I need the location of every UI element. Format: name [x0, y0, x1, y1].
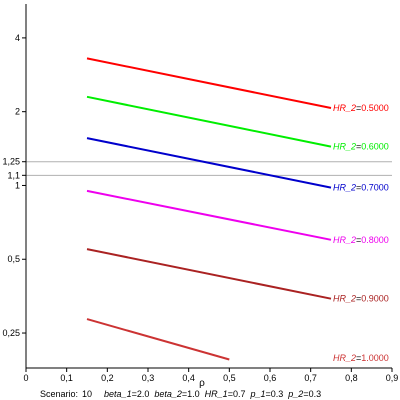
series-line [86, 95, 332, 148]
y-tick-label: 0,5 [7, 254, 20, 264]
caption-param-equals: = [132, 389, 137, 399]
series-label-equals: = [356, 142, 361, 152]
series-label: HR_2=1.0000 [333, 353, 389, 363]
series-label-name: HR_2 [333, 142, 356, 152]
y-ticks: 0,25 0,5 11,1 1,25 2 4 [2, 33, 26, 338]
x-tick-label: 0,3 [142, 373, 155, 383]
axes [25, 4, 392, 369]
x-tick-label: 0,2 [101, 373, 114, 383]
series-label: HR_2=0.5000 [333, 103, 389, 113]
series-label-value: 0.5000 [361, 103, 389, 113]
series-line [86, 137, 332, 189]
caption-param-name: HR_1 [205, 389, 228, 399]
x-tick-label: 0 [23, 373, 28, 383]
series-line [86, 57, 332, 109]
x-ticks: 0 0,1 0,2 0,3 0,4 0,5 0,6 0,7 0,8 0,9 [23, 368, 398, 383]
x-tick-label: 0,7 [304, 373, 317, 383]
y-tick-label: 0,25 [2, 328, 20, 338]
series-lines [86, 57, 332, 361]
series-label-name: HR_2 [333, 183, 356, 193]
series-line [86, 248, 332, 300]
series-label-name: HR_2 [333, 353, 356, 363]
series-label: HR_2=0.8000 [333, 235, 389, 245]
y-tick-label: 1,1 [7, 170, 20, 180]
series-labels: HR_2=0.5000HR_2=0.6000HR_2=0.7000HR_2=0.… [333, 103, 389, 363]
chart-caption: Scenario: 10 beta_1=2.0 beta_2=1.0 HR_1=0.7 p… [40, 389, 321, 399]
caption-param-equals: = [266, 389, 271, 399]
series-label-equals: = [356, 103, 361, 113]
caption-scenario-label: Scenario: [40, 389, 78, 399]
x-tick-label: 0,6 [264, 373, 277, 383]
caption-param-value: 0.3 [309, 389, 322, 399]
series-label: HR_2=0.6000 [333, 142, 389, 152]
series-label: HR_2=0.7000 [333, 183, 389, 193]
caption-scenario-value: 10 [82, 389, 92, 399]
series-line [86, 189, 332, 241]
x-tick-label: 0,4 [182, 373, 195, 383]
series-label-name: HR_2 [333, 235, 356, 245]
caption-param-value: 0.7 [233, 389, 246, 399]
series-label-value: 0.9000 [361, 294, 389, 304]
series-label-value: 1.0000 [361, 353, 389, 363]
x-tick-label: 0,1 [60, 373, 73, 383]
caption-param-value: 1.0 [187, 389, 200, 399]
series-label-name: HR_2 [333, 103, 356, 113]
caption-param-name: beta_2 [154, 389, 182, 399]
series-label-value: 0.7000 [361, 183, 389, 193]
x-tick-label: 0,9 [386, 373, 399, 383]
caption-param-name: p_1 [249, 389, 265, 399]
x-tick-label: 0,8 [345, 373, 358, 383]
series-label-value: 0.6000 [361, 142, 389, 152]
series-label-equals: = [356, 294, 361, 304]
series-label-name: HR_2 [333, 294, 356, 304]
series-label-equals: = [356, 183, 361, 193]
caption-param-value: 2.0 [137, 389, 150, 399]
series-label-equals: = [356, 353, 361, 363]
x-tick-label: 0,5 [223, 373, 236, 383]
caption-param-value: 0.3 [271, 389, 284, 399]
x-axis-title: ρ [199, 378, 205, 389]
series-label: HR_2=0.9000 [333, 294, 389, 304]
caption-param-equals: = [303, 389, 308, 399]
y-tick-label: 2 [15, 107, 20, 117]
caption-param-name: p_2 [287, 389, 303, 399]
y-tick-label: 1,25 [2, 157, 20, 167]
series-label-value: 0.8000 [361, 235, 389, 245]
series-label-equals: = [356, 235, 361, 245]
y-tick-label: 4 [15, 33, 20, 43]
caption-param-equals: = [228, 389, 233, 399]
reference-lines [26, 161, 392, 176]
series-line [86, 318, 230, 361]
caption-param-equals: = [182, 389, 187, 399]
y-tick-label: 1 [15, 180, 20, 190]
caption-param-name: beta_1 [104, 389, 132, 399]
